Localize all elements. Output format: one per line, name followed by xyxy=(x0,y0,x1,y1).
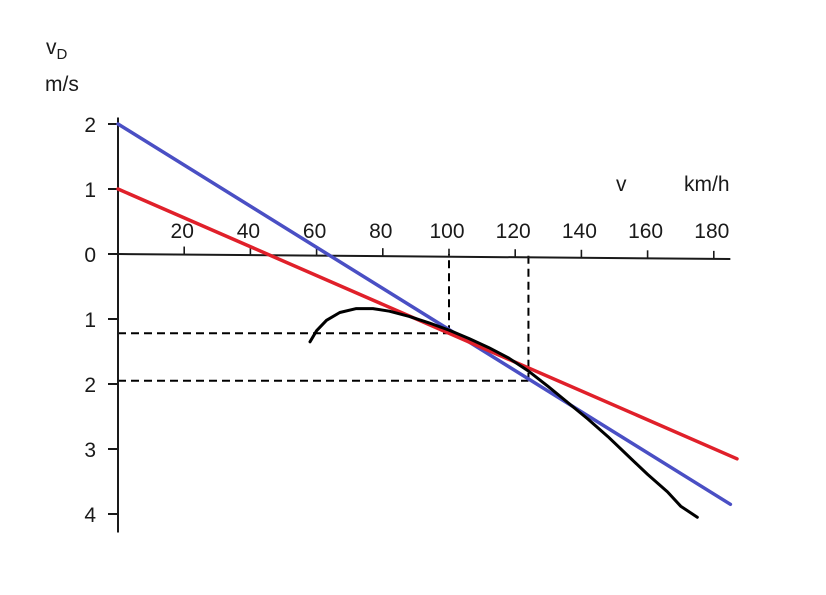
y-tick-label: 3 xyxy=(84,439,96,462)
series-line-3 xyxy=(308,307,699,519)
y-axis-title: vD xyxy=(46,36,68,63)
x-axis-unit: km/h xyxy=(684,173,730,196)
series xyxy=(116,122,739,519)
y-axis-subscript: D xyxy=(57,46,68,63)
y-tick-label: 1 xyxy=(84,309,96,332)
x-tick-label: 100 xyxy=(429,220,464,243)
x-tick-label: 20 xyxy=(171,220,194,243)
y-axis-unit: m/s xyxy=(45,73,79,96)
reference-lines xyxy=(118,254,530,382)
x-tick-label: 140 xyxy=(562,220,597,243)
x-tick-label: 60 xyxy=(303,220,326,243)
x-tick-label: 180 xyxy=(694,220,729,243)
x-tick-label: 40 xyxy=(237,220,260,243)
series-line-1 xyxy=(116,122,733,507)
axes xyxy=(117,117,731,533)
y-tick-label: 2 xyxy=(84,374,96,397)
y-tick-label: 4 xyxy=(84,504,96,527)
x-tick-label: 120 xyxy=(496,220,531,243)
y-tick-label: 0 xyxy=(84,244,96,267)
y-tick-label: 1 xyxy=(84,179,96,202)
x-axis xyxy=(117,253,731,260)
y-tick-label: 2 xyxy=(84,114,96,137)
x-tick-label: 160 xyxy=(628,220,663,243)
x-axis-title: v xyxy=(616,173,627,196)
x-tick-label: 80 xyxy=(369,220,392,243)
y-axis-symbol: v xyxy=(46,36,57,59)
ticks: 2 1 0 1 2 3 4 20 40 60 80 100 120 140 160 180 xyxy=(84,114,729,527)
